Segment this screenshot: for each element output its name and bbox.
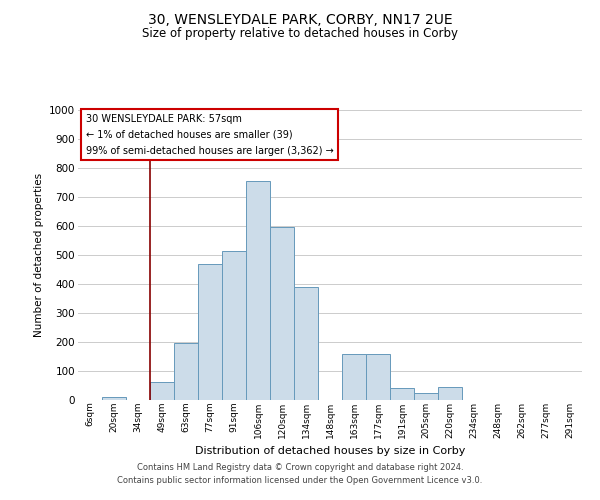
Bar — [102, 397, 126, 400]
Bar — [270, 228, 294, 400]
Text: Contains HM Land Registry data © Crown copyright and database right 2024.: Contains HM Land Registry data © Crown c… — [137, 464, 463, 472]
Text: Contains public sector information licensed under the Open Government Licence v3: Contains public sector information licen… — [118, 476, 482, 485]
Bar — [438, 387, 462, 400]
Bar — [150, 382, 174, 400]
Bar — [198, 264, 222, 400]
Bar — [414, 393, 438, 400]
X-axis label: Distribution of detached houses by size in Corby: Distribution of detached houses by size … — [195, 446, 465, 456]
Text: 30, WENSLEYDALE PARK, CORBY, NN17 2UE: 30, WENSLEYDALE PARK, CORBY, NN17 2UE — [148, 12, 452, 26]
Text: Size of property relative to detached houses in Corby: Size of property relative to detached ho… — [142, 28, 458, 40]
Bar — [294, 287, 318, 400]
Y-axis label: Number of detached properties: Number of detached properties — [34, 173, 44, 337]
Bar — [222, 250, 246, 400]
Bar — [366, 354, 390, 400]
Text: 30 WENSLEYDALE PARK: 57sqm
← 1% of detached houses are smaller (39)
99% of semi-: 30 WENSLEYDALE PARK: 57sqm ← 1% of detac… — [86, 114, 334, 156]
Bar — [342, 354, 366, 400]
Bar — [390, 388, 414, 400]
Bar — [174, 344, 198, 400]
Bar — [246, 181, 270, 400]
